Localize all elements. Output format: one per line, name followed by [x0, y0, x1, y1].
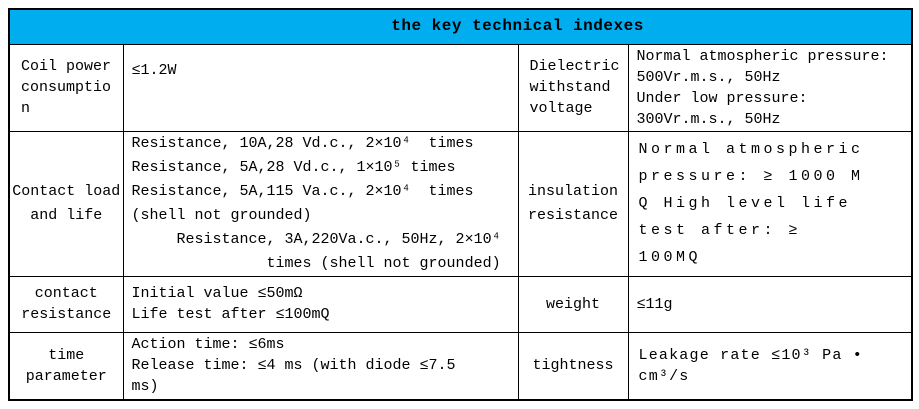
table-row: Contact load and life Resistance, 10A,28…	[8, 130, 913, 277]
table-row: contact resistance Initial value ≤50mΩ L…	[8, 275, 913, 333]
weight-label: weight	[517, 275, 629, 333]
dielectric-withstand-voltage-value: Normal atmospheric pressure: 500Vr.m.s.,…	[627, 43, 913, 132]
dielectric-withstand-voltage-label: Dielectric withstand voltage	[517, 43, 629, 132]
key-technical-indexes-table: the key technical indexes Coil power con…	[8, 8, 914, 401]
coil-power-consumption-label: Coil power consumptio n	[8, 43, 124, 132]
contact-load-and-life-value: Resistance, 10A,28 Vd.c., 2×10⁴ times Re…	[122, 130, 519, 277]
time-parameter-label: time parameter	[8, 331, 124, 401]
coil-power-consumption-value: ≤1.2W	[122, 43, 519, 132]
table-row: time parameter Action time: ≤6ms Release…	[8, 331, 913, 401]
table-row: Coil power consumptio n ≤1.2W Dielectric…	[8, 43, 913, 132]
insulation-resistance-label: insulation resistance	[517, 130, 629, 277]
table-header-row: the key technical indexes	[8, 8, 913, 45]
contact-load-and-life-label: Contact load and life	[8, 130, 124, 277]
time-parameter-value: Action time: ≤6ms Release time: ≤4 ms (w…	[122, 331, 519, 401]
contact-resistance-value: Initial value ≤50mΩ Life test after ≤100…	[122, 275, 519, 333]
tightness-label: tightness	[517, 331, 629, 401]
contact-resistance-label: contact resistance	[8, 275, 124, 333]
weight-value: ≤11g	[627, 275, 913, 333]
insulation-resistance-value: Normal atmospheric pressure: ≥ 1000 M Q …	[627, 130, 913, 277]
table-title: the key technical indexes	[8, 8, 913, 45]
tightness-value: Leakage rate ≤10³ Pa • cm³/s	[627, 331, 913, 401]
